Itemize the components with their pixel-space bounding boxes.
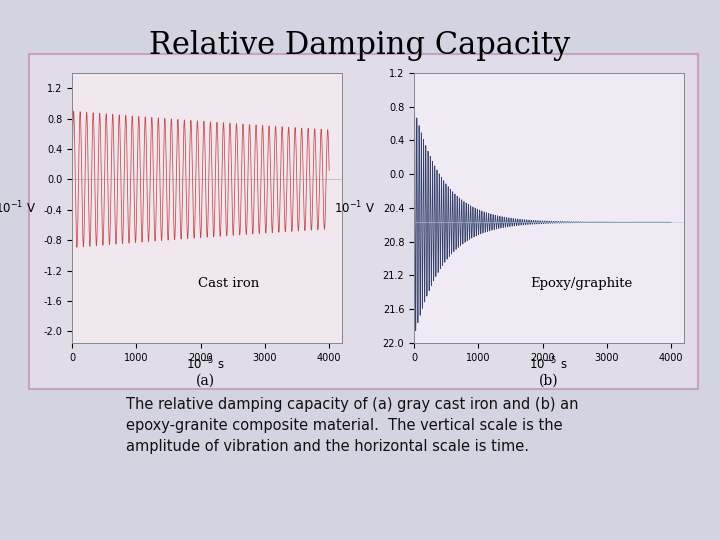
Text: (b): (b) bbox=[539, 374, 559, 388]
Text: $10^{-5}$ s: $10^{-5}$ s bbox=[529, 355, 568, 372]
Text: Epoxy/graphite: Epoxy/graphite bbox=[530, 277, 633, 290]
Text: (a): (a) bbox=[196, 374, 215, 388]
Y-axis label: $10^{-1}$ V: $10^{-1}$ V bbox=[0, 200, 36, 216]
Text: Cast iron: Cast iron bbox=[198, 277, 259, 290]
Text: The relative damping capacity of (a) gray cast iron and (b) an
epoxy-granite com: The relative damping capacity of (a) gra… bbox=[126, 397, 578, 454]
Text: Relative Damping Capacity: Relative Damping Capacity bbox=[149, 30, 571, 60]
Y-axis label: $10^{-1}$ V: $10^{-1}$ V bbox=[334, 200, 376, 216]
Text: $10^{-5}$ s: $10^{-5}$ s bbox=[186, 355, 225, 372]
